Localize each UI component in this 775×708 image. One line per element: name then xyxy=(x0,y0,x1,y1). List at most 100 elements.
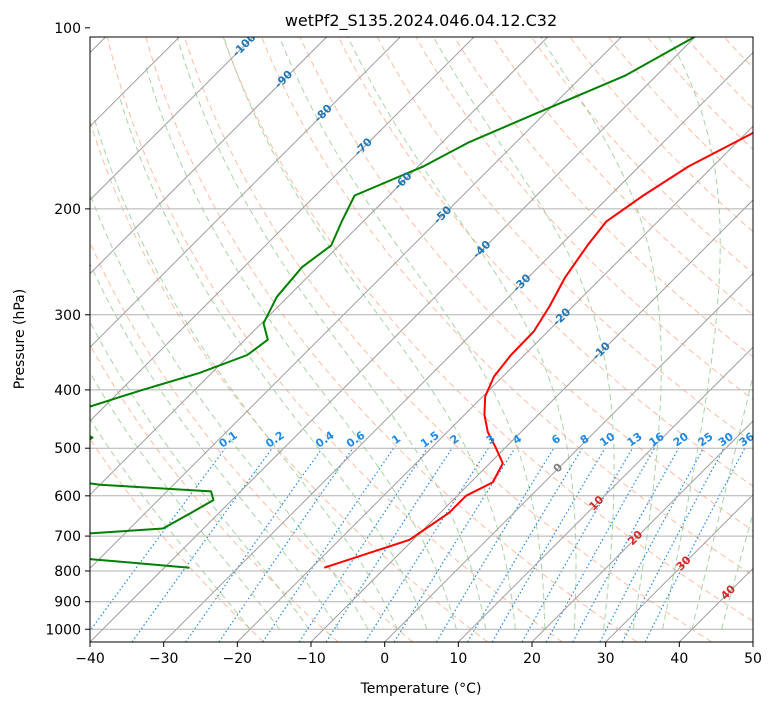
x-tick-label: 30 xyxy=(597,651,615,667)
isotherm xyxy=(605,493,753,642)
isotherm xyxy=(752,641,753,642)
isotherm xyxy=(90,37,181,128)
moist-adiabat xyxy=(90,371,280,630)
x-tick-label: 0 xyxy=(380,651,389,667)
moist-adiabat xyxy=(90,192,369,630)
plot-frame xyxy=(89,36,754,643)
dry-adiabat xyxy=(90,119,488,642)
isotherm-label: -100 xyxy=(230,31,259,60)
x-axis-title: Temperature (°C) xyxy=(360,681,482,697)
background-lines xyxy=(90,28,775,642)
moist-adiabat xyxy=(90,262,339,630)
dewpoint-line xyxy=(90,37,697,569)
isotherm xyxy=(384,272,753,642)
y-tick-label: 1000 xyxy=(45,622,81,638)
isotherm xyxy=(90,37,402,349)
dry-adiabat xyxy=(145,37,638,642)
y-tick-label: 700 xyxy=(54,529,81,545)
dry-adiabat xyxy=(754,28,775,642)
moist-adiabat xyxy=(278,37,546,630)
y-tick-label: 400 xyxy=(54,383,81,399)
moist-adiabat xyxy=(691,373,753,630)
moist-adiabat xyxy=(540,37,662,630)
x-tick-label: −30 xyxy=(149,651,179,667)
x-tick-label: 50 xyxy=(744,651,762,667)
dry-adiabat xyxy=(338,37,753,487)
mixing-ratio-label: 1 xyxy=(389,432,403,447)
dry-adiabat xyxy=(299,37,753,532)
x-tick-label: −20 xyxy=(223,651,253,667)
mixing-ratio-line xyxy=(466,447,583,642)
mixing-ratio-label: 1.5 xyxy=(418,429,441,451)
mixing-ratio-line xyxy=(621,447,725,642)
moist-adiabat xyxy=(90,417,251,630)
sounding-series xyxy=(90,37,753,569)
mixing-ratio-label: 3 xyxy=(484,432,498,447)
mixing-ratio-label: 10 xyxy=(597,430,617,450)
y-tick-label: 800 xyxy=(54,564,81,580)
y-axis-title: Pressure (hPa) xyxy=(12,289,28,389)
isotherm xyxy=(90,37,549,496)
mixing-ratio-line xyxy=(185,447,323,642)
dry-adiabat xyxy=(183,37,712,642)
dry-adiabat xyxy=(90,344,339,642)
dry-adiabat xyxy=(90,241,414,642)
mixing-ratio-line xyxy=(644,447,746,642)
mixing-ratio-label: 4 xyxy=(510,432,524,447)
y-tick-label: 900 xyxy=(54,595,81,611)
mixing-ratio-line xyxy=(572,447,680,642)
x-tick-label: 10 xyxy=(449,651,467,667)
moist-adiabat xyxy=(93,115,398,630)
mixing-ratio-label: 13 xyxy=(625,430,645,449)
dry-adiabat xyxy=(646,37,753,151)
moist-adiabat xyxy=(721,512,753,630)
dry-adiabat xyxy=(607,37,753,192)
isotherm xyxy=(90,37,475,422)
mixing-ratio-label: 16 xyxy=(647,430,667,450)
dry-adiabat xyxy=(106,37,563,642)
isotherm xyxy=(310,199,753,642)
dry-adiabat xyxy=(222,37,753,622)
y-tick-label: 200 xyxy=(54,202,81,218)
moist-adiabat xyxy=(90,320,310,630)
moist-adiabat xyxy=(432,37,615,630)
dry-adiabat xyxy=(723,37,753,69)
y-tick-label: 600 xyxy=(54,489,81,505)
mixing-ratio-label: 0.2 xyxy=(263,429,286,451)
mixing-ratio-label: 30 xyxy=(716,430,736,450)
moist-adiabat xyxy=(662,37,721,630)
isotherm xyxy=(678,567,753,642)
mixing-ratio-line xyxy=(491,447,606,642)
y-tick-label: 300 xyxy=(54,308,81,324)
mixing-ratio-line xyxy=(599,447,704,642)
isotherm xyxy=(531,420,753,642)
mixing-ratio-line xyxy=(545,447,656,642)
dry-adiabat xyxy=(90,438,264,642)
isotherm xyxy=(90,37,254,201)
mixing-ratio-line xyxy=(325,447,453,642)
mixing-ratio-line xyxy=(364,447,489,642)
isotherm xyxy=(90,37,623,570)
y-tick-label: 100 xyxy=(54,21,81,37)
y-axis-ticks: 100 200 300 400 500 600 700 800 900 1000 xyxy=(45,21,90,638)
moist-adiabat xyxy=(144,64,457,630)
curve-labels: -100-90-80-70-60-50-40-30-20-10010203040… xyxy=(216,31,753,603)
isotherm xyxy=(90,37,328,275)
dry-adiabat xyxy=(530,37,753,274)
mixing-ratio-line xyxy=(435,447,555,642)
mixing-ratio-line xyxy=(521,447,633,642)
x-tick-label: 40 xyxy=(670,651,688,667)
isotherm xyxy=(163,51,753,642)
chart-title: wetPf2_S135.2024.046.04.12.C32 xyxy=(285,11,557,31)
mixing-ratio-label: 20 xyxy=(671,430,691,450)
mixing-ratio-line xyxy=(262,447,395,642)
moist-adiabat xyxy=(347,37,577,630)
x-tick-label: 20 xyxy=(523,651,541,667)
isotherm xyxy=(90,37,696,642)
mixing-ratio-label: 8 xyxy=(578,432,592,447)
y-tick-label: 500 xyxy=(54,441,81,457)
mixing-ratio-line xyxy=(298,447,428,642)
moist-adiabat xyxy=(223,37,516,630)
mixing-ratio-line xyxy=(218,447,354,642)
